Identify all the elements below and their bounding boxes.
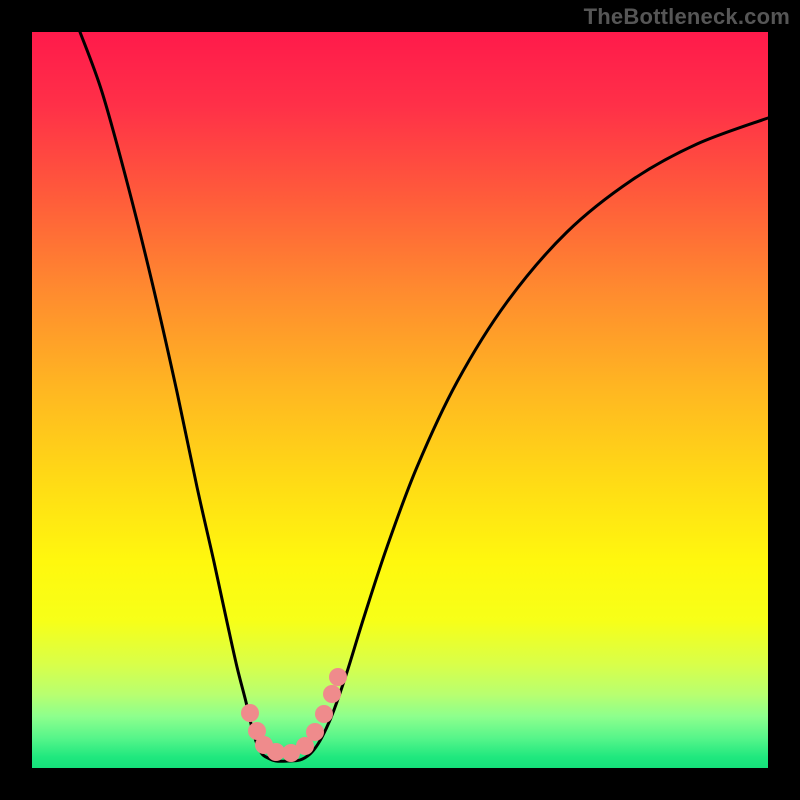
curve-marker [315, 705, 333, 723]
curve-marker [306, 723, 324, 741]
curve-marker [329, 668, 347, 686]
curve-marker [241, 704, 259, 722]
curve-marker [323, 685, 341, 703]
chart-frame: TheBottleneck.com [0, 0, 800, 800]
curve-layer [32, 32, 768, 768]
bottleneck-curve [80, 32, 768, 761]
curve-markers [241, 668, 347, 762]
plot-area [32, 32, 768, 768]
watermark-text: TheBottleneck.com [584, 4, 790, 30]
